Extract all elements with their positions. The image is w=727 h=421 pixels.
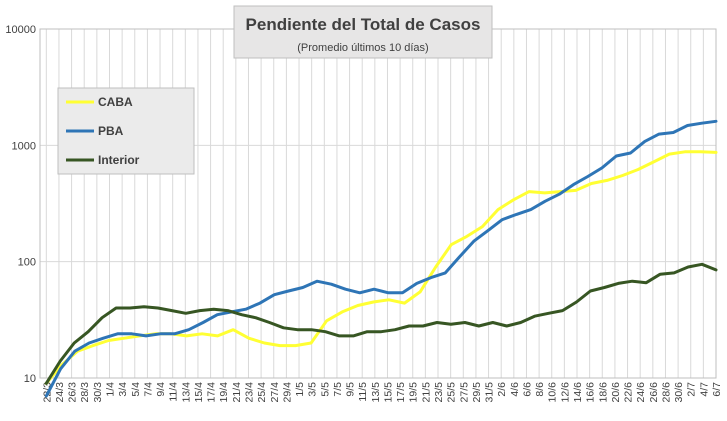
series-line-interior: [44, 262, 718, 385]
x-tick-label: 13/5: [370, 382, 382, 403]
x-tick-label: 28/3: [79, 382, 91, 403]
y-tick-label: 1000: [12, 140, 36, 152]
x-tick-label: 15/5: [382, 382, 394, 403]
x-tick-label: 14/6: [572, 382, 584, 403]
x-tick-label: 24/3: [54, 382, 66, 403]
x-tick-label: 12/6: [559, 382, 571, 403]
title-box: Pendiente del Total de Casos (Promedio ú…: [233, 5, 493, 59]
chart-title: Pendiente del Total de Casos: [246, 15, 481, 34]
x-tick-label: 4/6: [509, 382, 521, 397]
x-tick-label: 25/4: [256, 382, 268, 403]
x-tick-label: 7/4: [142, 382, 154, 397]
series-line-pba: [44, 119, 718, 398]
x-tick-label: 24/6: [635, 382, 647, 403]
x-tick-label: 3/4: [117, 382, 129, 397]
x-tick-label: 4/7: [698, 382, 710, 397]
x-tick-label: 30/6: [673, 382, 685, 403]
x-tick-label: 3/5: [307, 382, 319, 397]
x-tick-label: 17/5: [395, 382, 407, 403]
chart-subtitle: (Promedio últimos 10 días): [297, 42, 428, 54]
x-tick-label: 19/4: [218, 382, 230, 403]
x-tick-label: 9/5: [345, 382, 357, 397]
x-tick-label: 23/5: [433, 382, 445, 403]
x-tick-label: 19/5: [408, 382, 420, 403]
x-tick-label: 28/6: [660, 382, 672, 403]
x-tick-label: 31/5: [484, 382, 496, 403]
x-tick-label: 6/6: [521, 382, 533, 397]
x-tick-label: 9/4: [155, 382, 167, 397]
x-tick-label: 1/5: [294, 382, 306, 397]
x-tick-label: 26/3: [67, 382, 79, 403]
x-tick-label: 25/5: [446, 382, 458, 403]
x-tick-label: 5/5: [319, 382, 331, 397]
x-tick-label: 29/5: [471, 382, 483, 403]
series-line-caba: [44, 150, 718, 385]
x-tick-label: 13/4: [180, 382, 192, 403]
x-tick-label: 21/4: [231, 382, 243, 403]
x-tick-label: 17/4: [206, 382, 218, 403]
x-tick-label: 10/6: [547, 382, 559, 403]
x-tick-label: 6/7: [711, 382, 723, 397]
x-tick-label: 2/6: [496, 382, 508, 397]
grid-lines: [40, 28, 717, 379]
y-tick-label: 10: [24, 373, 36, 385]
x-tick-label: 2/7: [686, 382, 698, 397]
x-tick-label: 27/4: [269, 382, 281, 403]
y-tick-label: 100: [18, 257, 36, 269]
x-tick-label: 5/4: [130, 382, 142, 397]
x-tick-label: 26/6: [648, 382, 660, 403]
y-tick-label: 10000: [5, 24, 36, 36]
x-tick-label: 8/6: [534, 382, 546, 397]
x-tick-label: 16/6: [585, 382, 597, 403]
x-tick-label: 11/4: [168, 382, 180, 402]
x-tick-label: 11/5: [357, 382, 369, 402]
x-tick-label: 18/6: [597, 382, 609, 403]
x-tick-label: 29/4: [281, 382, 293, 403]
x-tick-label: 30/3: [92, 382, 104, 403]
legend: CABA PBA Interior: [57, 87, 195, 175]
x-tick-label: 15/4: [193, 382, 205, 403]
legend-label: PBA: [98, 124, 124, 138]
legend-label: Interior: [98, 153, 140, 167]
series-lines: [44, 119, 718, 398]
x-tick-label: 27/5: [458, 382, 470, 403]
x-tick-label: 21/5: [420, 382, 432, 403]
x-tick-label: 23/4: [243, 382, 255, 403]
legend-label: CABA: [98, 95, 133, 109]
x-tick-label: 20/6: [610, 382, 622, 403]
x-tick-label: 1/4: [104, 382, 116, 397]
x-tick-label: 22/6: [623, 382, 635, 403]
x-tick-label: 7/5: [332, 382, 344, 397]
